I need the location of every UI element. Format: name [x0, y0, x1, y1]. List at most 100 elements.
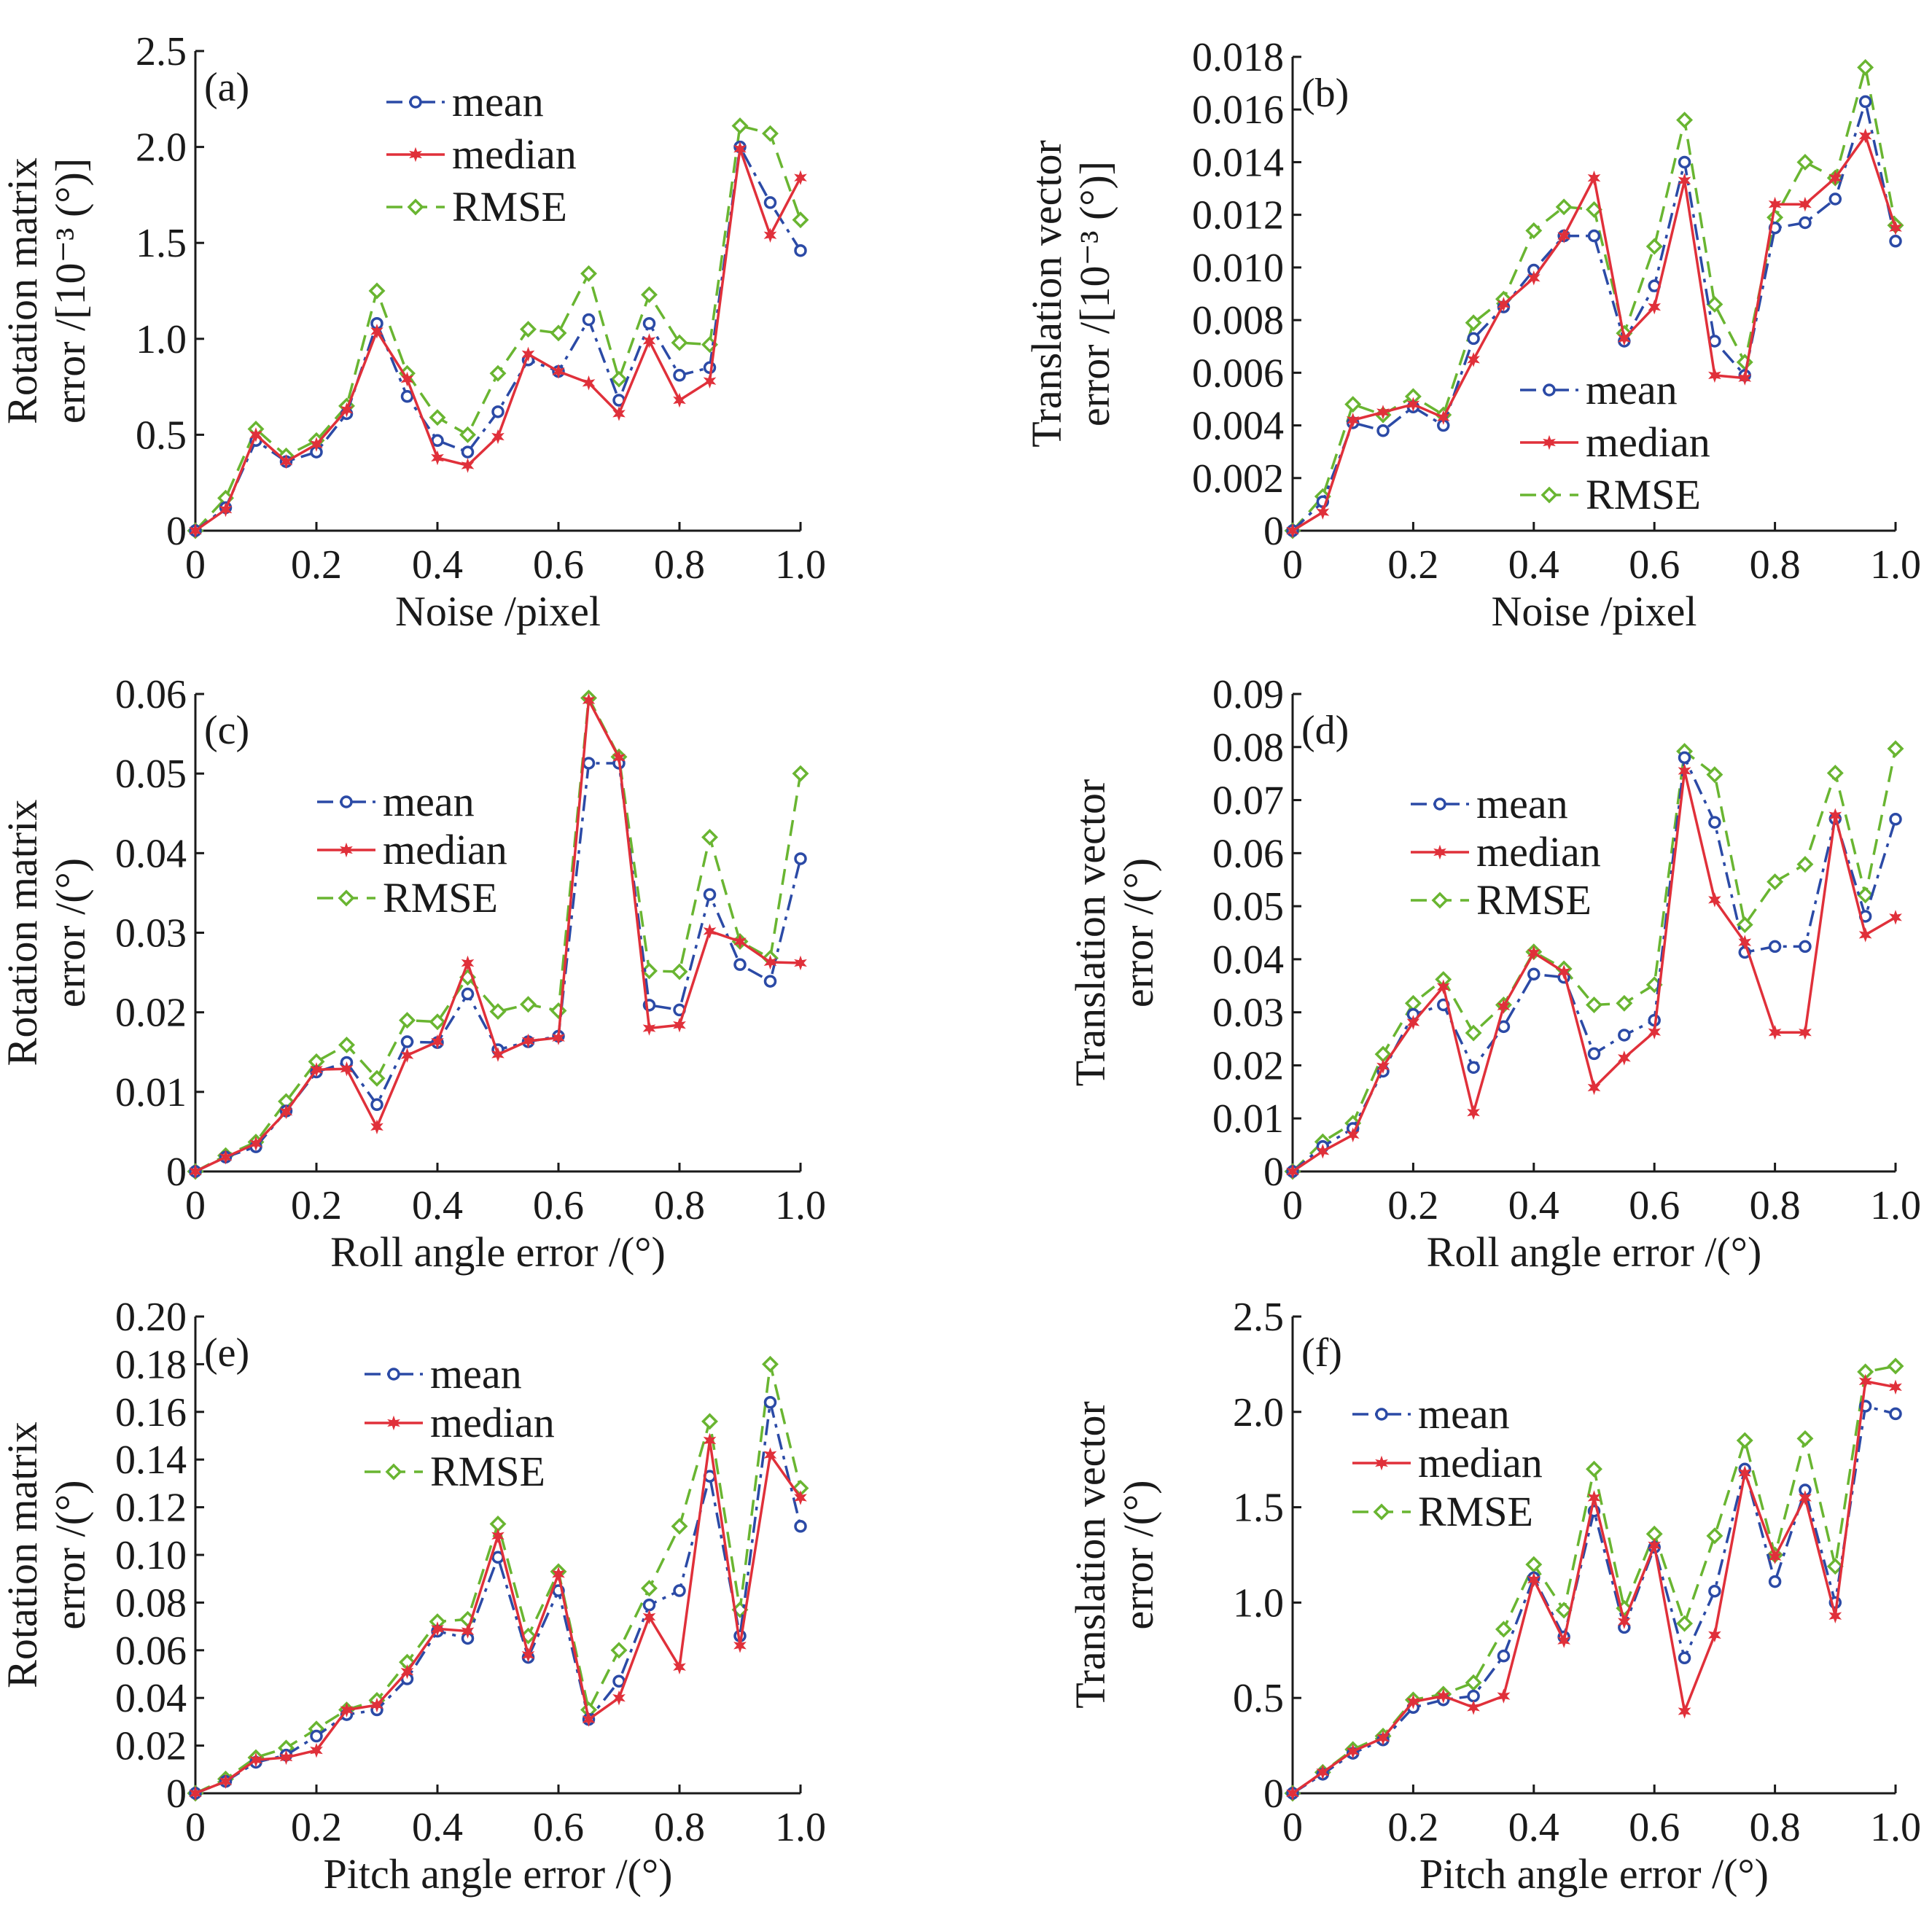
legend-item-mean: mean — [365, 1350, 522, 1397]
point-rmse — [1404, 994, 1422, 1012]
x-tick-label: 0.2 — [291, 542, 342, 588]
point-median — [1768, 196, 1782, 212]
point-median — [582, 693, 596, 708]
point-rmse — [641, 1580, 658, 1597]
point-median — [1768, 1549, 1782, 1564]
y-axis-label: Translation vector — [1067, 779, 1114, 1087]
point-median — [1889, 1379, 1902, 1395]
y-tick-label: 2.5 — [136, 29, 187, 74]
x-tick-label: 0.6 — [533, 542, 584, 588]
point-median — [1889, 910, 1902, 925]
point-median — [1557, 964, 1571, 980]
legend-marker — [340, 842, 353, 858]
point-median — [249, 427, 262, 442]
point-median — [703, 924, 717, 939]
point-mean — [1889, 1407, 1902, 1421]
point-median — [431, 1034, 444, 1050]
point-median — [1648, 299, 1662, 315]
point-mean — [461, 445, 475, 459]
point-rmse — [1767, 873, 1784, 891]
point-median — [1799, 196, 1812, 212]
point-rmse — [429, 1013, 446, 1031]
panel-c: 0 0.2 0.4 0.6 0.8 1.0 0 0.01 0.02 0.03 0.04 0.05 0.0… — [0, 672, 826, 1276]
point-rmse — [429, 409, 446, 426]
point-mean — [1678, 1651, 1691, 1665]
panel-d: 0 0.2 0.4 0.6 0.8 1.0 0 0.01 0.02 0.03 0.04 0.05 0.0… — [1067, 672, 1921, 1276]
point-mean — [582, 313, 596, 327]
legend-item-median: median — [386, 130, 577, 178]
legend-marker — [340, 795, 353, 808]
point-median — [249, 1136, 262, 1152]
point-median — [1587, 1490, 1601, 1505]
point-median — [1768, 1025, 1782, 1040]
legend-label: median — [452, 130, 577, 178]
point-rmse — [1796, 856, 1814, 873]
series-line-mean — [195, 1400, 802, 1795]
point-median — [642, 333, 656, 348]
x-tick-label: 0.6 — [1629, 1805, 1680, 1850]
legend-label: RMSE — [1476, 876, 1592, 924]
point-median — [582, 1712, 596, 1727]
y-tick-label: 0.02 — [115, 1724, 187, 1769]
point-median — [1828, 170, 1842, 186]
point-median — [1708, 1627, 1721, 1643]
x-tick-label: 1.0 — [775, 1183, 826, 1228]
panel-label: (b) — [1301, 71, 1349, 116]
point-mean — [1828, 192, 1842, 206]
y-tick-label: 0.5 — [136, 413, 187, 458]
y-tick-label: 0.02 — [115, 991, 187, 1036]
point-median — [733, 934, 747, 949]
x-tick-label: 0.4 — [412, 1183, 463, 1228]
point-rmse — [1736, 1432, 1753, 1449]
legend-marker — [409, 95, 422, 109]
point-median — [1557, 1633, 1571, 1648]
panel-label: (f) — [1301, 1330, 1342, 1376]
point-median — [673, 1017, 686, 1033]
y-tick-label: 0.14 — [115, 1438, 187, 1483]
point-median — [703, 1432, 717, 1448]
point-rmse — [1796, 1430, 1814, 1447]
point-rmse — [489, 364, 507, 382]
x-tick-label: 0 — [1282, 542, 1303, 588]
point-mean — [1858, 95, 1872, 109]
point-rmse — [701, 829, 718, 846]
x-tick-label: 1.0 — [775, 542, 826, 588]
legend-item-rmse: RMSE — [1411, 876, 1592, 924]
point-median — [612, 406, 626, 421]
point-mean — [310, 1729, 323, 1743]
point-median — [612, 1690, 626, 1706]
point-mean — [1467, 1061, 1480, 1075]
y-tick-label: 0.05 — [1212, 884, 1284, 929]
point-rmse — [399, 1012, 416, 1029]
point-mean — [370, 1098, 383, 1112]
series-line-rmse — [195, 696, 802, 1173]
legend-label: median — [1586, 418, 1710, 466]
y-axis-label: error /(°) — [1115, 858, 1162, 1007]
point-median — [189, 1785, 202, 1801]
point-median — [1286, 523, 1299, 539]
point-median — [461, 1623, 475, 1639]
point-mean — [1587, 1047, 1601, 1061]
y-tick-label: 0.18 — [115, 1342, 187, 1387]
point-rmse — [1676, 112, 1694, 129]
point-median — [1738, 1465, 1752, 1481]
point-median — [400, 371, 414, 387]
x-tick-label: 1.0 — [1870, 1805, 1921, 1850]
y-tick-label: 1.0 — [136, 317, 187, 362]
point-rmse — [1555, 198, 1573, 216]
point-mean — [1618, 1029, 1631, 1042]
y-axis-label: Translation vector — [1067, 1401, 1114, 1709]
y-tick-label: 0.004 — [1192, 404, 1284, 449]
point-rmse — [610, 370, 628, 388]
legend-marker — [407, 198, 424, 216]
point-mean — [673, 369, 686, 382]
point-rmse — [1736, 916, 1753, 934]
point-mean — [1799, 940, 1812, 954]
x-tick-label: 0.6 — [533, 1805, 584, 1850]
point-median — [1316, 504, 1330, 520]
x-tick-label: 0.8 — [654, 1183, 705, 1228]
legend-label: median — [1476, 828, 1601, 875]
legend-item-median: median — [1352, 1439, 1543, 1486]
point-median — [642, 1021, 656, 1036]
point-rmse — [1465, 1024, 1482, 1042]
